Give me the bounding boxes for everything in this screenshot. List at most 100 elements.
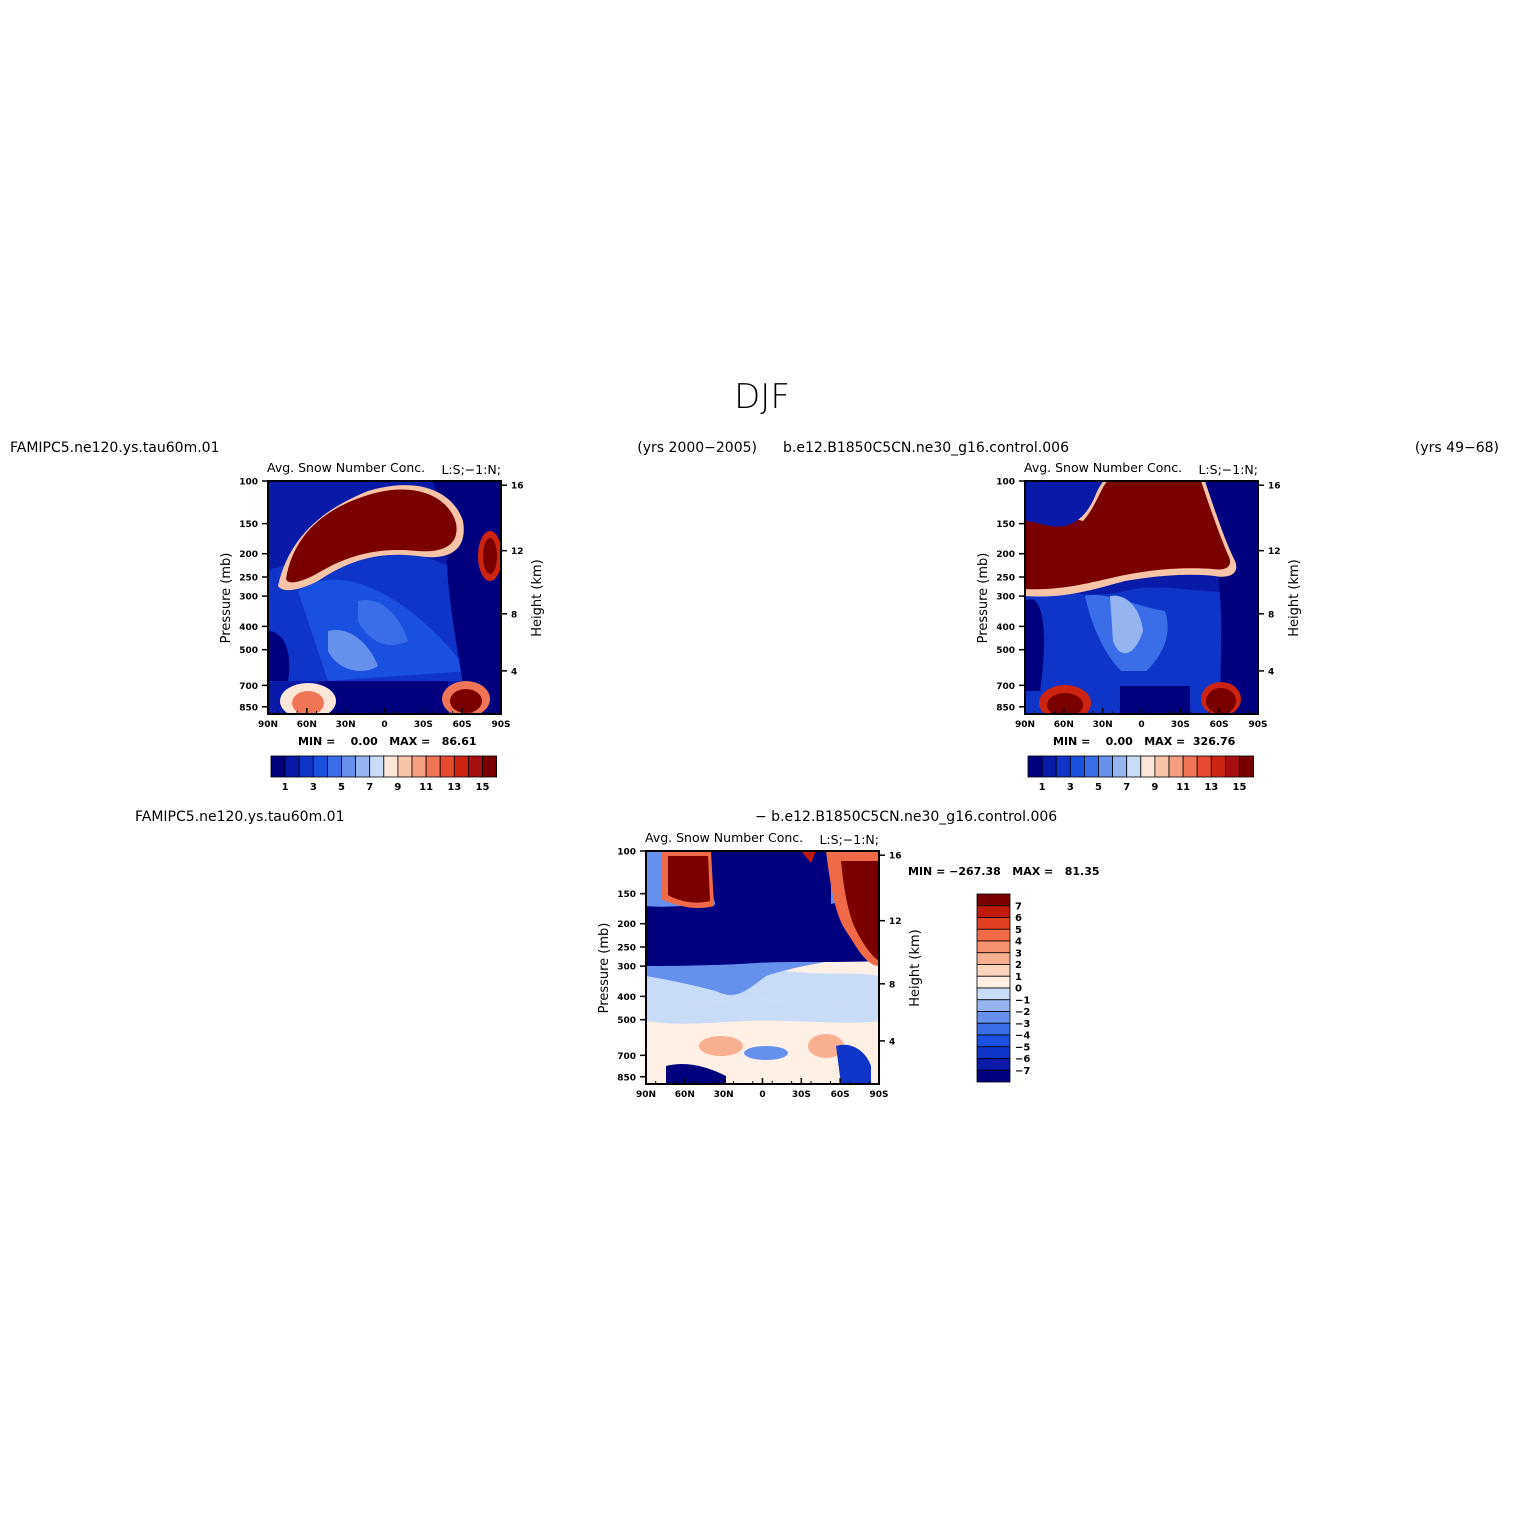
chart-title: Avg. Snow Number Conc. bbox=[645, 830, 803, 845]
colorbar-label: 1 bbox=[1039, 782, 1046, 793]
axes: 90N 60N 30N 0 30S 60S 90S 100 150 200 250 300 400 500… bbox=[996, 478, 1280, 731]
colorbar-swatch bbox=[1196, 755, 1212, 778]
colorbar-swatch bbox=[976, 987, 1011, 1001]
y-tick-label: 700 bbox=[617, 1052, 636, 1062]
colorbar-label: 11 bbox=[1176, 782, 1190, 793]
contour-region bbox=[1206, 688, 1236, 714]
colorbar-swatch bbox=[453, 755, 469, 778]
minmax-label: MIN = −267.38 MAX = 81.35 bbox=[908, 865, 1100, 878]
y-tick-label: 500 bbox=[239, 646, 258, 656]
x-tick-label: 30N bbox=[1093, 720, 1113, 730]
y-tick-label: 400 bbox=[617, 993, 636, 1003]
colorbar-swatch bbox=[976, 1011, 1011, 1024]
x-tick-label: 30S bbox=[792, 1090, 811, 1100]
colorbar-swatch bbox=[976, 917, 1011, 930]
panel-difference: FAMIPC5.ne120.ys.tau60m.01 − b.e12.B1850… bbox=[135, 809, 1100, 1100]
colorbar: 1 3 5 7 9 11 13 15 bbox=[270, 755, 498, 793]
units-label: L:S;−1:N; bbox=[441, 462, 501, 477]
colorbar-swatch bbox=[369, 755, 385, 778]
colorbar-label: 1 bbox=[282, 782, 289, 793]
x-tick-label: 60S bbox=[1210, 720, 1229, 730]
y2-tick-label: 4 bbox=[1268, 667, 1274, 677]
colorbar-label: 7 bbox=[1123, 782, 1130, 793]
colorbar-swatch bbox=[976, 1034, 1011, 1048]
years-label: (yrs 2000−2005) bbox=[637, 440, 757, 456]
page-title: DJF bbox=[734, 377, 790, 417]
axes: 90N 60N 30N 0 30S 60S 90S 100 150 200 250 300 400 500… bbox=[239, 478, 523, 731]
y-tick-label: 300 bbox=[239, 593, 258, 603]
y-tick-label: 300 bbox=[996, 593, 1015, 603]
y2-axis-label: Height (km) bbox=[1287, 559, 1302, 636]
colorbar-swatch bbox=[411, 755, 427, 778]
y2-tick-label: 8 bbox=[511, 610, 517, 620]
colorbar-label: −1 bbox=[1015, 995, 1030, 1006]
x-tick-label: 60N bbox=[675, 1090, 695, 1100]
y2-axis-label: Height (km) bbox=[530, 559, 545, 636]
colorbar-swatch bbox=[1210, 755, 1226, 778]
contour-region bbox=[1025, 599, 1045, 691]
x-tick-label: 0 bbox=[381, 720, 387, 730]
colorbar-swatch bbox=[976, 952, 1011, 965]
panel-test-model: b.e12.B1850C5CN.ne30_g16.control.006 (yr… bbox=[783, 440, 1499, 793]
y-tick-label: 700 bbox=[239, 682, 258, 692]
colorbar-swatch bbox=[1084, 755, 1099, 778]
colorbar-label: 4 bbox=[1015, 937, 1022, 948]
colorbar-label: 15 bbox=[1233, 782, 1247, 793]
colorbar-label: 3 bbox=[1015, 948, 1022, 959]
colorbar-label: 13 bbox=[1204, 782, 1218, 793]
y-tick-label: 400 bbox=[239, 623, 258, 633]
x-tick-label: 60S bbox=[453, 720, 472, 730]
colorbar-swatch bbox=[312, 755, 328, 778]
contour-region bbox=[483, 538, 497, 574]
colorbar-swatch bbox=[439, 755, 455, 778]
panel-control-model: FAMIPC5.ne120.ys.tau60m.01 (yrs 2000−200… bbox=[10, 440, 757, 793]
y2-tick-label: 8 bbox=[889, 980, 895, 990]
colorbar-swatch bbox=[1140, 755, 1156, 778]
colorbar-swatch bbox=[397, 755, 413, 778]
colorbar-swatch bbox=[425, 755, 441, 778]
colorbar-swatch bbox=[1126, 755, 1142, 778]
colorbar-swatch bbox=[1041, 755, 1057, 778]
colorbar-label: 7 bbox=[366, 782, 373, 793]
contour-region bbox=[836, 1044, 871, 1084]
case-label: b.e12.B1850C5CN.ne30_g16.control.006 bbox=[783, 440, 1069, 456]
colorbar-label: 9 bbox=[394, 782, 401, 793]
y-axis-label: Pressure (mb) bbox=[976, 553, 991, 644]
contour-region bbox=[318, 681, 448, 714]
colorbar-swatch bbox=[1112, 755, 1128, 778]
x-tick-label: 30N bbox=[336, 720, 356, 730]
x-tick-label: 30S bbox=[1171, 720, 1190, 730]
x-tick-label: 90S bbox=[1248, 720, 1267, 730]
x-tick-label: 60N bbox=[297, 720, 317, 730]
diff-label: − b.e12.B1850C5CN.ne30_g16.control.006 bbox=[755, 809, 1057, 825]
x-tick-label: 90S bbox=[869, 1090, 888, 1100]
x-tick-label: 0 bbox=[759, 1090, 765, 1100]
case-label: FAMIPC5.ne120.ys.tau60m.01 bbox=[135, 809, 344, 825]
contour-region bbox=[1047, 693, 1083, 714]
contour-region bbox=[450, 689, 482, 713]
contour-region bbox=[744, 1046, 788, 1060]
y-tick-label: 250 bbox=[239, 573, 258, 583]
contour-region bbox=[358, 600, 408, 645]
chart-title: Avg. Snow Number Conc. bbox=[267, 460, 425, 475]
colorbar-label: 7 bbox=[1015, 901, 1022, 912]
y-tick-label: 850 bbox=[239, 703, 258, 713]
colorbar-label: 5 bbox=[338, 782, 345, 793]
y-tick-label: 200 bbox=[617, 920, 636, 930]
y-tick-label: 700 bbox=[996, 682, 1015, 692]
colorbar-label: 5 bbox=[1015, 925, 1022, 936]
colorbar-label: −3 bbox=[1015, 1019, 1030, 1030]
colorbar-swatch bbox=[298, 755, 314, 778]
x-tick-label: 90N bbox=[258, 720, 278, 730]
colorbar-swatch bbox=[326, 755, 342, 778]
colorbar-swatch bbox=[1182, 755, 1198, 778]
colorbar-swatch bbox=[1055, 755, 1071, 778]
colorbar-label: −6 bbox=[1015, 1054, 1030, 1065]
contour-region bbox=[268, 631, 290, 681]
y-tick-label: 400 bbox=[996, 623, 1015, 633]
colorbar-swatch bbox=[976, 1069, 1011, 1083]
y2-tick-label: 16 bbox=[889, 852, 902, 862]
colorbar-swatch bbox=[976, 1058, 1011, 1071]
y2-tick-label: 12 bbox=[511, 547, 524, 557]
y2-tick-label: 16 bbox=[1268, 482, 1281, 492]
